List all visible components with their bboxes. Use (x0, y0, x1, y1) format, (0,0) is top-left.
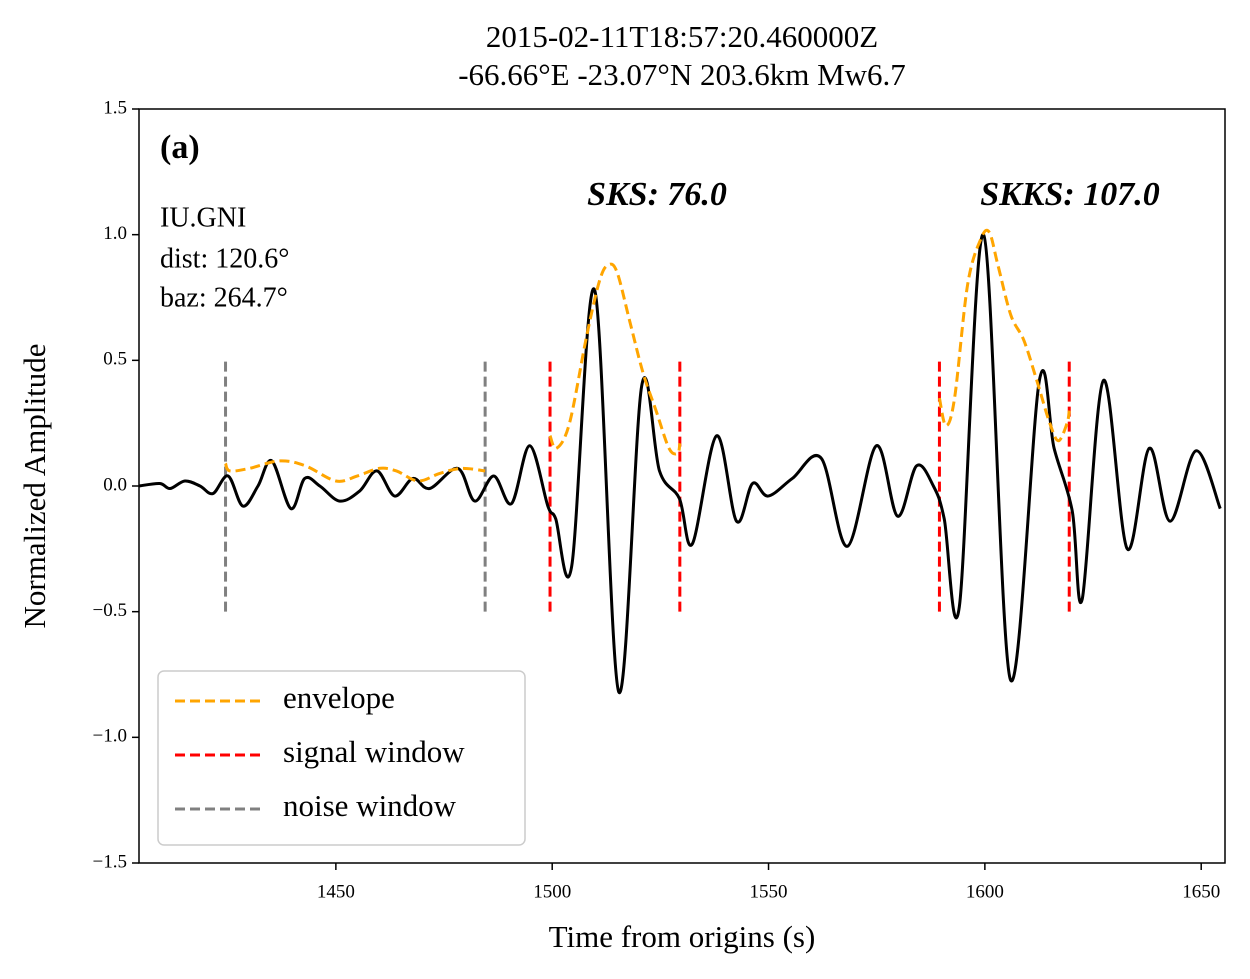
plot-frame (138, 108, 1226, 864)
x-tick-label: 1550 (750, 881, 788, 902)
waveform-line (139, 233, 1222, 694)
station-label: IU.GNI (160, 202, 246, 233)
x-tick-label: 1500 (533, 881, 571, 902)
station-label: baz: 264.7° (160, 282, 288, 313)
y-tick-label: 1.5 (103, 97, 127, 118)
x-axis-label: Time from origins (s) (549, 919, 816, 954)
envelope-line (224, 228, 1071, 483)
y-tick-label: 0.5 (103, 349, 127, 370)
phase-label: SKS: 76.0 (587, 176, 727, 213)
y-tick-label: −0.5 (93, 600, 127, 621)
panel-label: (a) (160, 129, 200, 166)
x-tick-label: 1650 (1182, 881, 1220, 902)
y-tick-label: −1.0 (93, 726, 127, 747)
y-axis-label: Normalized Amplitude (17, 344, 52, 629)
y-tick-label: 0.0 (103, 474, 127, 495)
chart-title: 2015-02-11T18:57:20.460000Z (486, 19, 878, 54)
chart-subtitle: -66.66°E -23.07°N 203.6km Mw6.7 (458, 57, 906, 92)
y-tick-label: −1.5 (93, 851, 127, 872)
phase-label: SKKS: 107.0 (980, 176, 1160, 213)
x-tick-label: 1450 (317, 881, 355, 902)
x-tick-label: 1600 (966, 881, 1004, 902)
station-label: dist: 120.6° (160, 243, 289, 274)
legend-label: envelope (283, 680, 395, 715)
legend-label: noise window (283, 788, 457, 823)
legend-label: signal window (283, 734, 465, 769)
y-tick-label: 1.0 (103, 223, 127, 244)
legend-box (157, 670, 526, 846)
